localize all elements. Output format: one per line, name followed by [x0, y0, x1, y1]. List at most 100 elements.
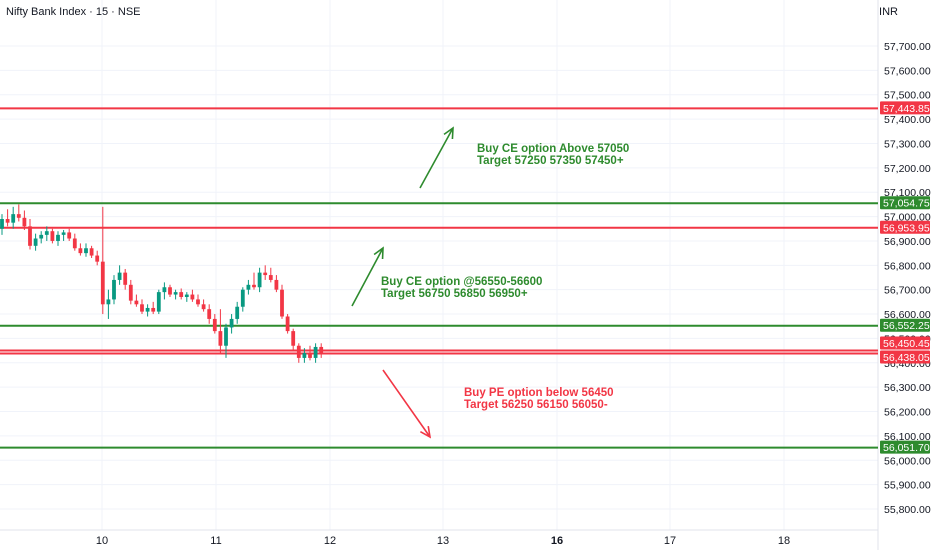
x-tick-label: 11 — [210, 535, 221, 547]
candle-body — [156, 292, 161, 312]
annotation-text: Buy CE option Above 57050 — [477, 143, 629, 155]
candle-body — [100, 261, 105, 305]
candle-body — [84, 248, 88, 254]
candle-body — [22, 217, 27, 227]
candle-body — [39, 234, 44, 239]
candle-body — [308, 353, 312, 358]
candle-body — [319, 346, 324, 354]
candle-body — [117, 272, 122, 280]
candle-body — [128, 284, 133, 301]
arrow-up-2 — [351, 247, 384, 307]
y-tick-label: 57,100.00 — [884, 187, 931, 199]
candle-body — [145, 307, 150, 312]
candle-body — [61, 232, 66, 235]
candle-body — [285, 316, 290, 332]
candle-body — [274, 279, 279, 290]
candle-body — [0, 219, 4, 229]
price-tag — [880, 220, 930, 234]
candle-body — [5, 219, 10, 223]
annotation-text: Buy CE option @56550-56600 — [381, 276, 542, 288]
y-tick-label: 55,800.00 — [884, 504, 931, 516]
candle-body — [123, 272, 128, 285]
candle-body — [151, 307, 156, 312]
price-tag-label: 57,054.75 — [883, 198, 930, 210]
y-tick-label: 56,900.00 — [884, 236, 931, 248]
price-tag — [880, 318, 930, 332]
annotation-text: Target 56250 56150 56050- — [464, 399, 608, 411]
candle-body — [56, 234, 60, 241]
y-tick-label: 57,000.00 — [884, 212, 931, 224]
price-tag — [880, 101, 930, 115]
price-tag — [880, 336, 930, 350]
y-tick-label: 56,100.00 — [884, 431, 931, 443]
annotation-text: Target 57250 57350 57450+ — [477, 155, 624, 167]
candle-body — [78, 248, 83, 254]
candle-body — [162, 287, 167, 293]
x-tick-label: 10 — [96, 535, 108, 547]
candle-layer — [0, 204, 324, 363]
candle-body — [280, 289, 284, 317]
x-tick-label: 18 — [778, 535, 790, 547]
candle-body — [240, 289, 245, 307]
y-tick-label: 56,600.00 — [884, 309, 931, 321]
price-tag-label: 57,443.85 — [883, 103, 930, 115]
price-tag — [880, 350, 930, 364]
candle-body — [190, 294, 195, 300]
candle-body — [184, 294, 189, 297]
candle-body — [89, 248, 94, 256]
arrow-down — [382, 369, 431, 438]
grid-layer — [0, 0, 879, 550]
candle-body — [229, 318, 234, 328]
price-tag-label: 56,953.95 — [883, 222, 930, 234]
y-tick-label: 57,300.00 — [884, 138, 931, 150]
candle-body — [179, 292, 184, 297]
y-tick-label: 56,000.00 — [884, 455, 931, 467]
x-tick-label: 12 — [324, 535, 336, 547]
price-tag — [880, 440, 930, 454]
y-tick-label: 55,900.00 — [884, 480, 931, 492]
y-tick-label: 57,200.00 — [884, 163, 931, 175]
candle-body — [246, 284, 251, 290]
candle-body — [168, 287, 172, 295]
currency-label[interactable]: INR — [879, 6, 898, 18]
arrow-layer — [351, 126, 454, 439]
candle-body — [50, 231, 55, 241]
candle-body — [218, 331, 223, 346]
candle-body — [16, 214, 21, 218]
price-axis[interactable]: 55,800.00 55,900.00 56,000.00 56,100.00 56,2… — [880, 41, 931, 516]
candle-body — [95, 255, 100, 262]
arrow-up-2-head — [373, 246, 384, 260]
candle-body — [207, 309, 212, 319]
price-tag-label: 56,552.25 — [883, 320, 930, 332]
candle-body — [252, 284, 256, 288]
candle-body — [106, 299, 111, 305]
candle-body — [313, 346, 318, 358]
y-tick-label: 56,800.00 — [884, 260, 931, 272]
level-layer — [0, 107, 878, 449]
arrow-up-1 — [419, 127, 454, 189]
candle-body — [224, 327, 228, 346]
candle-body — [140, 304, 144, 312]
symbol-header: Nifty Bank Index · 15 · NSE — [0, 0, 141, 24]
y-tick-label: 57,700.00 — [884, 41, 931, 53]
x-tick-label: 16 — [551, 535, 563, 547]
candle-body — [134, 300, 139, 305]
candle-body — [196, 299, 200, 305]
candle-body — [11, 214, 16, 223]
candle-body — [44, 231, 49, 235]
price-tag — [880, 196, 930, 210]
candle-body — [291, 331, 296, 346]
y-tick-label: 56,200.00 — [884, 407, 931, 419]
candle-body — [296, 345, 301, 358]
candle-body — [257, 272, 262, 288]
price-tag-label: 56,438.05 — [883, 352, 930, 364]
candle-body — [201, 304, 206, 310]
candle-body — [212, 318, 217, 332]
time-axis[interactable]: 10 11 12 13 16 17 18 — [96, 535, 790, 547]
candle-body — [28, 226, 32, 246]
x-tick-label: 17 — [664, 535, 676, 547]
x-tick-label: 13 — [437, 535, 449, 547]
